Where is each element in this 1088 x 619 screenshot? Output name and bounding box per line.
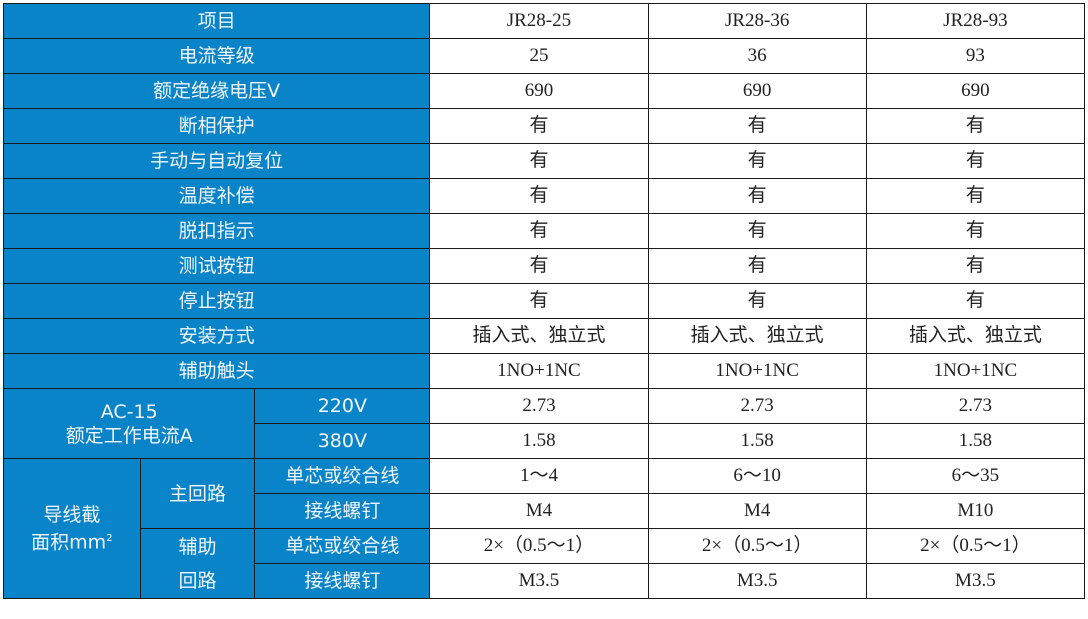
table-row: 额定绝缘电压V 690 690 690 [2,73,1086,109]
value-cell: 690 [429,73,649,109]
row-label: 安装方式 [2,318,431,354]
ac15-line2: 额定工作电流A [65,424,193,447]
value-cell: 1NO+1NC [865,353,1086,389]
wire-type-label: 单芯或绞合线 [254,528,431,564]
table-row: 辅助 回路 单芯或绞合线 2×（0.5～1） 2×（0.5～1） 2×（0.5～1） [4,528,1086,599]
value-cell: 有 [647,248,867,284]
value-cell: 1NO+1NC [429,353,649,389]
value-cell: 有 [865,143,1086,179]
table-row: 接线螺钉 M4 M4 M10 [4,493,1086,529]
value-cell: 有 [865,283,1086,319]
value-cell: 有 [429,178,649,214]
value-cell: 有 [865,108,1086,144]
row-label: 辅助触头 [2,353,431,389]
aux-circuit-label: 辅助 回路 [139,528,256,599]
row-label: 测试按钮 [2,248,431,284]
wire-line2-text: 面积mm [31,531,107,554]
table-row: 断相保护有有有 [2,108,1086,144]
spec-table: 项目 JR28-25 JR28-36 JR28-93 电流等级 25 36 93 额定绝缘电压V… [2,3,1086,599]
table-row: 导线截 面积mm2 主回路 单芯或绞合线 1～4 6～10 6～35 [3,458,1086,599]
header-row: 项目 JR28-25 JR28-36 JR28-93 [2,3,1086,39]
value-cell: 插入式、独立式 [865,318,1086,354]
row-label: 电流等级 [2,38,431,74]
value-cell: 6～35 [865,458,1086,494]
value-cell: M10 [865,493,1086,529]
value-cell: 有 [865,213,1086,249]
value-cell: 690 [647,73,867,109]
wire-line1: 导线截 [43,503,101,526]
value-cell: 1～4 [429,458,649,494]
value-cell: 有 [865,178,1086,214]
voltage-label: 380V [254,423,431,459]
value-cell: 1NO+1NC [647,353,867,389]
row-label: 温度补偿 [2,178,431,214]
wire-type-label: 接线螺钉 [254,563,431,599]
row-label: 额定绝缘电压V [2,73,431,109]
table-row: 停止按钮有有有 [2,283,1086,319]
table-row: 380V 1.58 1.58 1.58 [4,423,1086,459]
ac15-line1: AC-15 [100,400,158,423]
row-label: 脱扣指示 [2,213,431,249]
value-cell: 93 [865,38,1086,74]
value-cell: 有 [429,213,649,249]
row-label: 断相保护 [2,108,431,144]
value-cell: 6～10 [647,458,867,494]
table-row: 测试按钮有有有 [2,248,1086,284]
value-cell: 有 [647,108,867,144]
value-cell: 1.58 [647,423,867,459]
ac15-label: AC-15 额定工作电流A [2,388,256,459]
value-cell: M3.5 [865,563,1086,599]
wire-sup: 2 [106,532,113,544]
aux-line1: 辅助 [178,535,217,558]
value-cell: 2×（0.5～1） [865,528,1086,564]
row-label: 停止按钮 [2,283,431,319]
value-cell: 有 [647,143,867,179]
value-cell: 有 [429,248,649,284]
value-cell: 2.73 [647,388,867,424]
value-cell: 有 [865,248,1086,284]
table-row: 手动与自动复位有有有 [2,143,1086,179]
value-cell: M4 [647,493,867,529]
value-cell: M3.5 [429,563,649,599]
table-row: 辅助触头 1NO+1NC 1NO+1NC 1NO+1NC [2,353,1086,389]
voltage-label: 220V [254,388,431,424]
value-cell: 690 [865,73,1086,109]
value-cell: 36 [647,38,867,74]
value-cell: 有 [429,143,649,179]
header-label: 项目 [2,3,431,39]
wire-type-label: 接线螺钉 [254,493,431,529]
main-circuit-label: 主回路 [139,458,256,529]
value-cell: 有 [647,213,867,249]
value-cell: 1.58 [429,423,649,459]
model-header: JR28-36 [647,3,867,39]
value-cell: 2.73 [429,388,649,424]
wire-type-label: 单芯或绞合线 [254,458,431,494]
model-header: JR28-93 [865,3,1086,39]
row-label: 手动与自动复位 [2,143,431,179]
table-row: 脱扣指示有有有 [2,213,1086,249]
value-cell: 有 [647,178,867,214]
table-row: 温度补偿有有有 [2,178,1086,214]
table-row: 电流等级 25 36 93 [2,38,1086,74]
table-row: AC-15 额定工作电流A 220V 2.73 2.73 2.73 [2,388,1086,459]
value-cell: 有 [647,283,867,319]
value-cell: 2.73 [865,388,1086,424]
aux-line2: 回路 [178,569,217,592]
value-cell: 插入式、独立式 [647,318,867,354]
value-cell: 插入式、独立式 [429,318,649,354]
table-row: 安装方式 插入式、独立式 插入式、独立式 插入式、独立式 [2,318,1086,354]
value-cell: 1.58 [865,423,1086,459]
wire-line2: 面积mm2 [4,527,140,554]
table-row: 接线螺钉 M3.5 M3.5 M3.5 [4,563,1086,599]
wire-label: 导线截 面积mm2 [3,458,141,599]
model-header: JR28-25 [429,3,649,39]
value-cell: M4 [429,493,649,529]
value-cell: 有 [429,283,649,319]
value-cell: 2×（0.5～1） [429,528,649,564]
value-cell: 25 [429,38,649,74]
value-cell: M3.5 [647,563,867,599]
value-cell: 2×（0.5～1） [647,528,867,564]
value-cell: 有 [429,108,649,144]
